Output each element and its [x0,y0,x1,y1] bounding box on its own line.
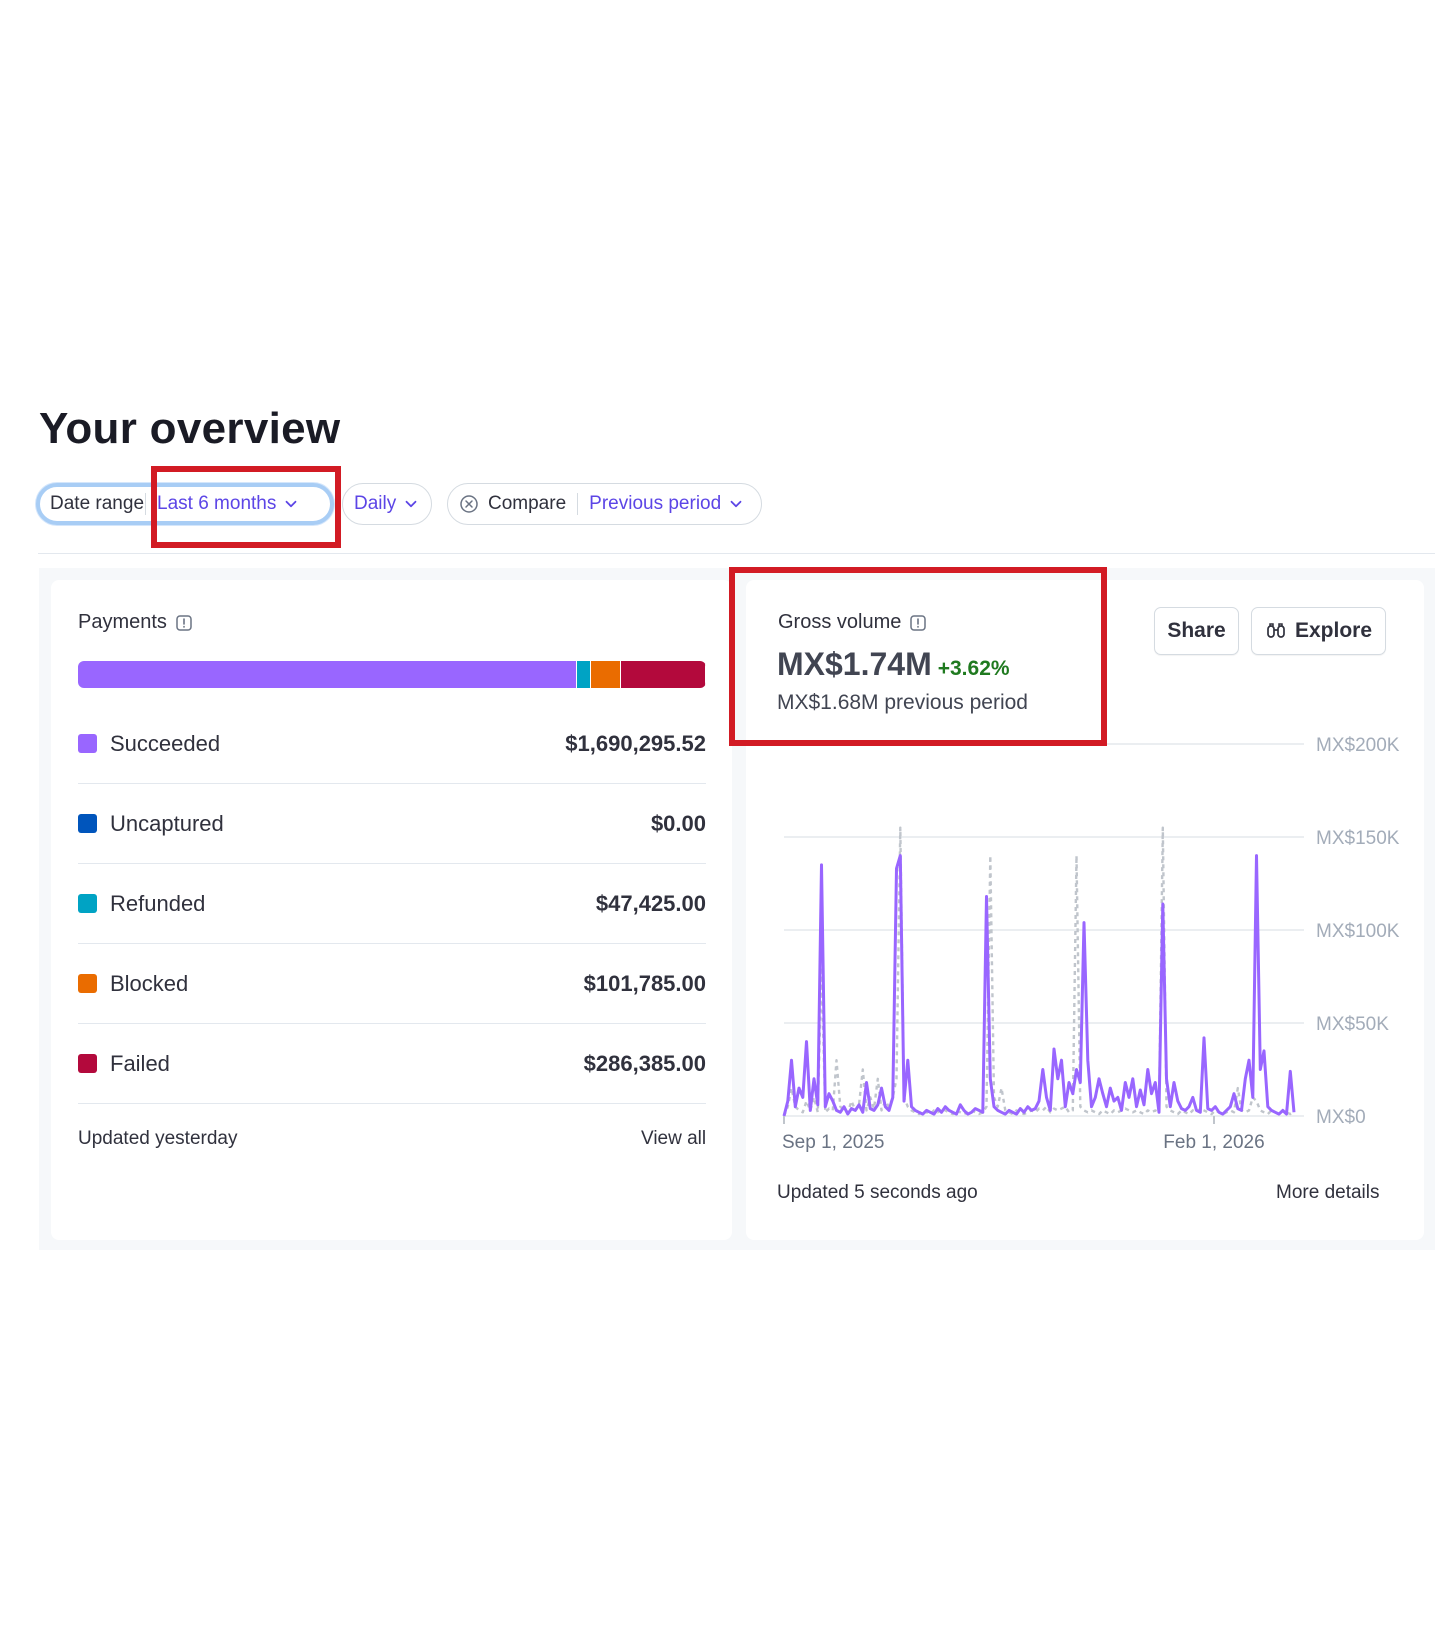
date-range-value: Last 6 months [157,493,277,514]
interval-filter[interactable]: Daily [342,483,432,525]
legend-swatch [78,734,97,753]
header-divider [38,553,1435,554]
payment-status-label: Refunded [110,890,206,916]
gross-volume-value: MX$1.74M +3.62% [777,646,1010,683]
payment-status-label: Succeeded [110,730,221,756]
payment-status-row[interactable]: Uncaptured $0.00 [78,784,706,864]
payment-status-label: Uncaptured [110,810,224,836]
payment-status-value: $47,425.00 [595,890,706,916]
y-tick-label: MX$100K [1316,921,1400,942]
legend-swatch [78,1054,97,1073]
chevron-down-icon [405,500,417,508]
payment-status-value: $1,690,295.52 [565,730,706,756]
payment-status-row[interactable]: Refunded $47,425.00 [78,864,706,944]
view-all-link[interactable]: View all [641,1128,707,1149]
filter-bar: Date range Last 6 months Daily Compare P… [36,483,1435,525]
payments-title-text: Payments [78,611,167,633]
stacked-bar-segment [591,661,622,688]
gross-volume-amount: MX$1.74M [777,646,932,682]
pill-divider [577,493,579,515]
payments-card [51,580,732,1240]
legend-swatch [78,814,97,833]
gross-volume-card [746,580,1424,1240]
x-tick-label: Sep 1, 2025 [782,1132,884,1153]
info-icon[interactable] [909,614,927,632]
highlight-box-date-range [151,466,341,548]
gross-volume-title-text: Gross volume [778,611,902,633]
payment-status-row[interactable]: Blocked $101,785.00 [78,944,706,1024]
remove-circle-icon[interactable] [459,494,479,514]
payments-updated: Updated yesterday [78,1128,238,1149]
pill-divider [145,493,147,515]
more-details-link[interactable]: More details [1276,1182,1380,1203]
highlight-box-gross-volume [729,567,1107,746]
info-icon[interactable] [175,614,193,632]
payment-status-label: Failed [110,1050,170,1076]
y-tick-label: MX$50K [1316,1014,1389,1035]
chevron-down-icon [730,500,742,508]
x-tick-label: Feb 1, 2026 [1163,1132,1264,1153]
payments-stacked-bar [78,661,706,688]
compare-value: Previous period [589,493,722,514]
share-button[interactable]: Share [1154,607,1239,655]
payment-status-value: $0.00 [650,810,706,836]
legend-swatch [78,894,97,913]
binoculars-icon [1267,623,1285,638]
stacked-bar-segment [78,661,578,688]
current-period-line [782,854,1296,1117]
explore-label: Explore [1294,619,1373,642]
y-tick-label: MX$150K [1316,828,1400,849]
gross-volume-title: Gross volume [778,611,927,634]
gross-volume-change: +3.62% [937,657,1010,680]
payments-title: Payments [78,611,193,634]
payment-status-value: $286,385.00 [583,1050,706,1076]
gross-volume-updated: Updated 5 seconds ago [777,1182,978,1203]
y-tick-label: MX$200K [1316,735,1400,756]
payment-status-label: Blocked [110,970,189,996]
gross-volume-chart: MX$0 MX$50K MX$100K MX$150K MX$200K Sep 1, 20… [782,735,1400,1153]
compare-label: Compare [488,493,567,514]
chevron-down-icon [285,500,297,508]
date-range-filter[interactable]: Date range Last 6 months [36,483,334,525]
payment-status-row[interactable]: Failed $286,385.00 [78,1024,706,1104]
page-title: Your overview [39,404,341,453]
interval-value: Daily [354,493,397,514]
payment-status-value: $101,785.00 [583,970,706,996]
compare-filter[interactable]: Compare Previous period [447,483,762,525]
gross-volume-previous: MX$1.68M previous period [777,691,1028,714]
share-label: Share [1167,619,1226,642]
explore-button[interactable]: Explore [1251,607,1386,655]
previous-period-line [782,826,1295,1117]
date-range-label: Date range [50,493,145,514]
stacked-bar-segment [621,661,706,688]
legend-swatch [78,974,97,993]
y-tick-label: MX$0 [1316,1107,1366,1128]
stacked-bar-segment [577,661,592,688]
payment-status-row[interactable]: Succeeded $1,690,295.52 [78,704,706,784]
